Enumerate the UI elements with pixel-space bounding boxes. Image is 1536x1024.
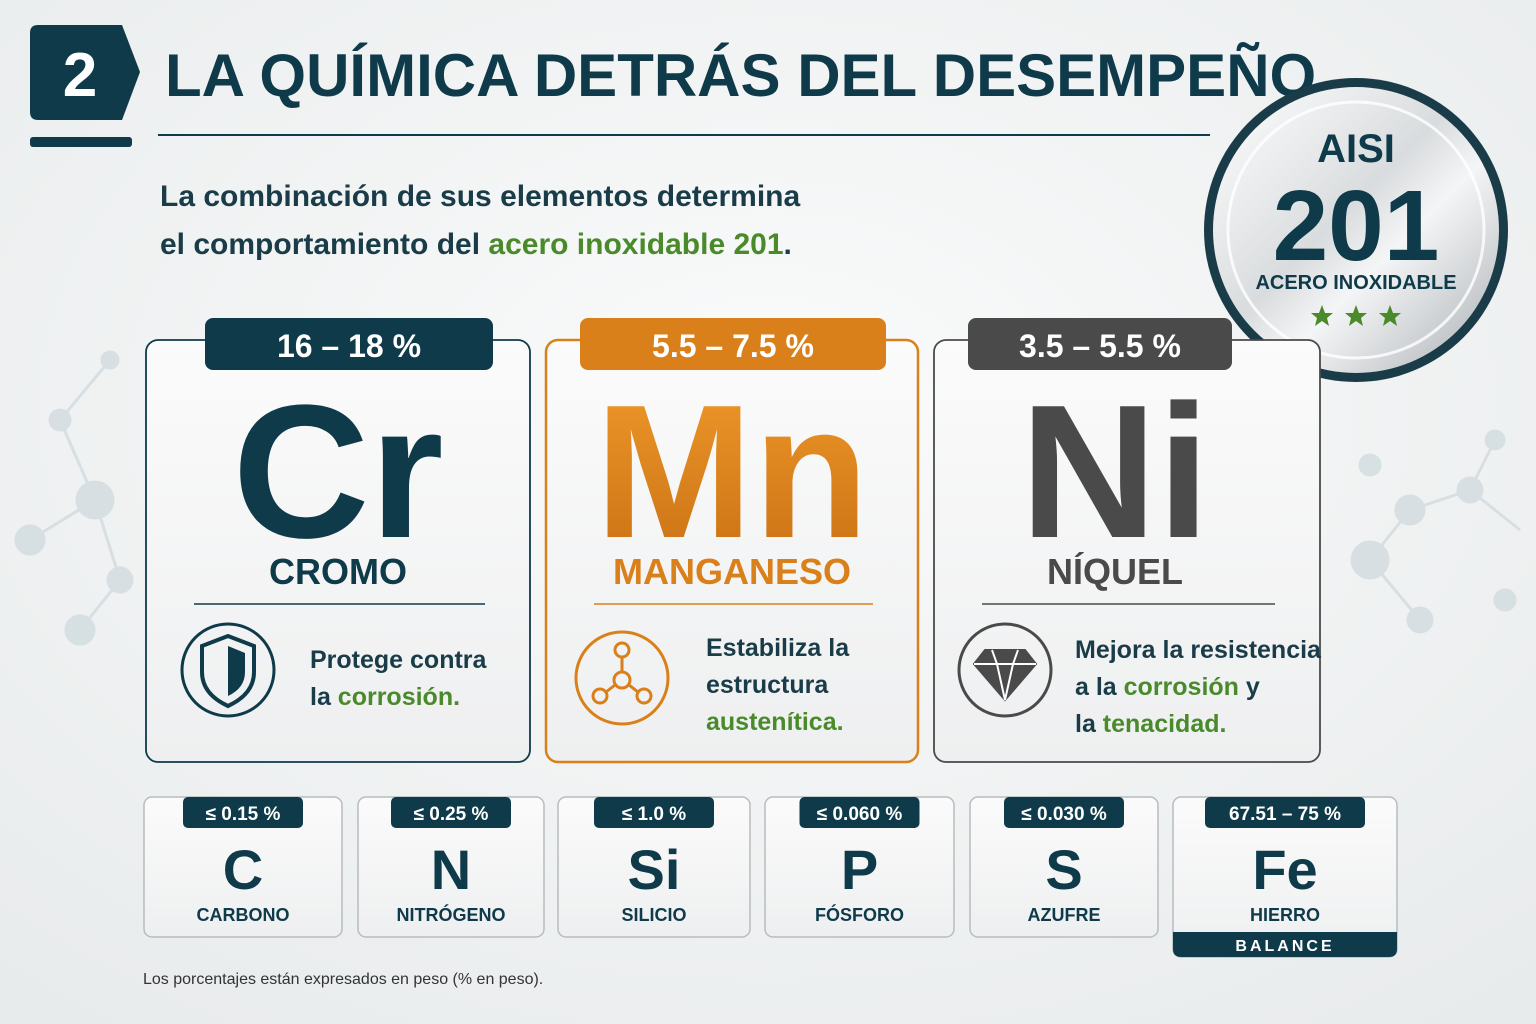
text-segment: la xyxy=(310,683,338,711)
badge-inner-ring xyxy=(1226,100,1486,360)
description-line: Protege contra xyxy=(310,646,488,674)
balance-label: BALANCE xyxy=(1235,938,1334,955)
range-label: 5.5 – 7.5 % xyxy=(652,328,814,364)
text-segment: corrosión xyxy=(1124,673,1239,701)
element-name: SILICIO xyxy=(621,905,686,925)
subtitle-line: el comportamiento del acero inoxidable 2… xyxy=(160,228,792,261)
text-segment: a la xyxy=(1075,673,1124,701)
element-name: CARBONO xyxy=(197,905,290,925)
element-symbol: Mn xyxy=(595,366,869,578)
element-symbol: P xyxy=(841,838,878,901)
text-segment: Mejora la resistencia xyxy=(1075,636,1322,664)
description-line: austenítica. xyxy=(706,708,844,736)
text-segment: el comportamiento del xyxy=(160,228,488,261)
element-symbol: C xyxy=(223,838,263,901)
element-name: HIERRO xyxy=(1250,905,1320,925)
icon-diamond xyxy=(957,622,1053,718)
element-symbol: S xyxy=(1045,838,1082,901)
text-segment: corrosión. xyxy=(338,683,460,711)
text-segment: Estabiliza la xyxy=(706,634,850,662)
badge-label: ACERO INOXIDABLE xyxy=(1255,272,1456,294)
text-segment: austenítica. xyxy=(706,708,844,736)
element-symbol: Cr xyxy=(232,366,443,578)
element-name: AZUFRE xyxy=(1028,905,1101,925)
element-name: FÓSFORO xyxy=(815,904,904,925)
subtitle-line: La combinación de sus elementos determin… xyxy=(160,180,800,213)
element-symbol: Fe xyxy=(1252,838,1317,901)
page-title: LA QUÍMICA DETRÁS DEL DESEMPEÑO xyxy=(165,42,1316,109)
description-line: Estabiliza la xyxy=(706,634,850,662)
range-pill xyxy=(799,797,920,828)
description-line: la tenacidad. xyxy=(1075,710,1226,738)
range-label: ≤ 0.25 % xyxy=(414,804,489,825)
balance-bar xyxy=(1173,932,1397,957)
range-pill xyxy=(594,797,714,828)
description-line: la corrosión. xyxy=(310,683,460,711)
element-name: NITRÓGENO xyxy=(396,904,505,925)
range-label: 67.51 – 75 % xyxy=(1229,804,1341,825)
range-label: 3.5 – 5.5 % xyxy=(1019,328,1181,364)
badge-stars xyxy=(1311,305,1401,326)
range-pill xyxy=(968,318,1232,370)
range-label: ≤ 0.060 % xyxy=(817,804,903,825)
range-pill xyxy=(1004,797,1124,828)
range-pill xyxy=(183,797,303,828)
badge-number: 201 xyxy=(1273,170,1440,282)
icon-shield xyxy=(180,622,276,718)
section-badge xyxy=(30,25,140,120)
icon-structure xyxy=(574,630,670,726)
range-label: ≤ 0.030 % xyxy=(1021,804,1107,825)
range-pill xyxy=(391,797,511,828)
element-symbol: Ni xyxy=(1020,366,1210,578)
element-name: NÍQUEL xyxy=(1047,551,1183,592)
molecule-decoration xyxy=(14,350,1521,646)
header-accent xyxy=(30,137,132,147)
range-pill xyxy=(205,318,493,370)
range-pill xyxy=(1205,797,1365,828)
text-segment: y xyxy=(1239,673,1260,701)
element-name: CROMO xyxy=(269,551,407,592)
text-segment: acero inoxidable 201 xyxy=(488,228,783,261)
badge-face xyxy=(1213,87,1499,373)
element-symbol: N xyxy=(431,838,471,901)
text-segment: . xyxy=(784,228,792,261)
range-label: ≤ 0.15 % xyxy=(206,804,281,825)
description-line: estructura xyxy=(706,671,829,699)
range-label: ≤ 1.0 % xyxy=(622,804,686,825)
footnote: Los porcentajes están expresados en peso… xyxy=(143,971,543,988)
range-label: 16 – 18 % xyxy=(277,328,421,364)
section-number: 2 xyxy=(63,41,97,110)
element-name: MANGANESO xyxy=(613,551,851,592)
description-line: Mejora la resistencia xyxy=(1075,636,1322,664)
text-segment: la xyxy=(1075,710,1103,738)
text-segment: tenacidad. xyxy=(1103,710,1227,738)
element-symbol: Si xyxy=(628,838,681,901)
badge-top: AISI xyxy=(1317,127,1395,171)
text-segment: estructura xyxy=(706,671,829,699)
description-line: a la corrosión y xyxy=(1075,673,1260,701)
range-pill xyxy=(580,318,886,370)
text-segment: Protege contra xyxy=(310,646,488,674)
